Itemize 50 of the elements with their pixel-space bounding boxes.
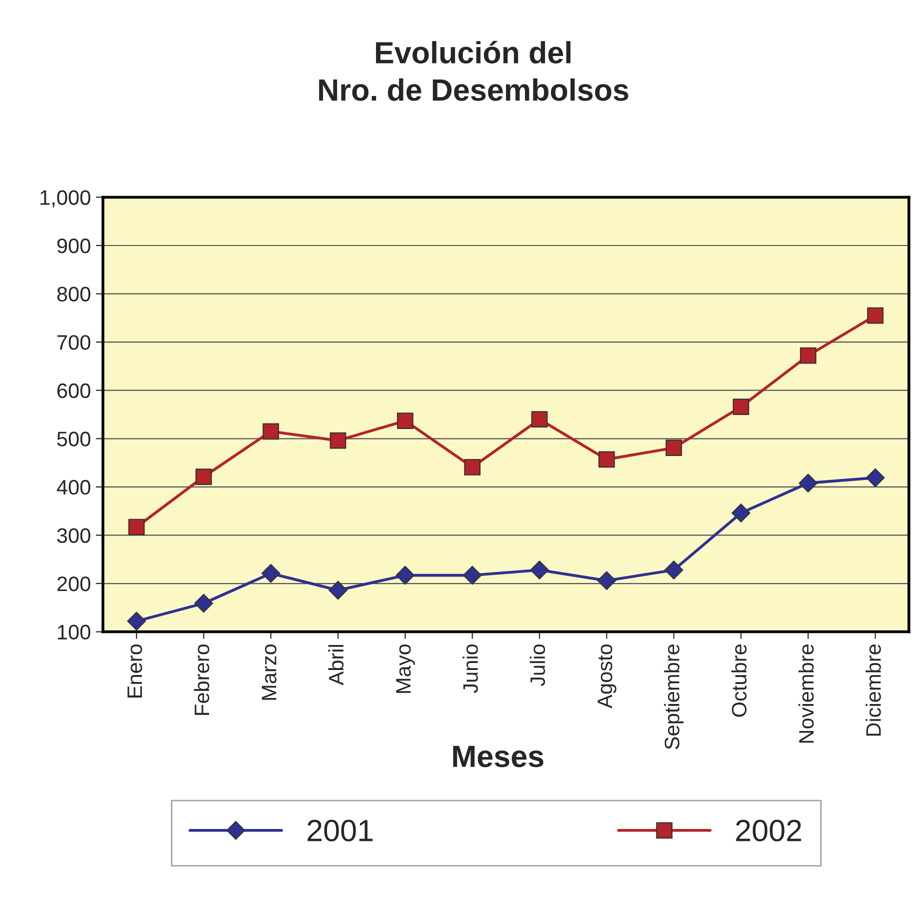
y-tick-label: 700: [57, 335, 90, 350]
y-tick-label: 600: [57, 383, 90, 398]
point: [597, 571, 616, 590]
point: [732, 398, 750, 415]
y-tick-label: 900: [57, 238, 90, 254]
point: [128, 518, 145, 536]
point: [262, 423, 280, 440]
x-tick-label: Noviembre: [798, 644, 814, 743]
chart-title: Evolución del Nro. de Desembolsos: [319, 40, 628, 101]
y-tick-label: 1,000: [40, 190, 90, 208]
x-tick-label: Octubre: [731, 644, 747, 717]
y-tick-label: 100: [58, 624, 90, 640]
point: [732, 504, 750, 522]
y-tick-label: 800: [57, 286, 90, 302]
point: [127, 612, 146, 631]
x-tick-label: Diciembre: [866, 644, 881, 736]
y-tick-label: 200: [57, 576, 90, 592]
point: [464, 458, 481, 476]
point: [396, 566, 415, 585]
x-tick-label: Julio: [530, 644, 546, 686]
legend-label: 2001: [308, 820, 373, 842]
point: [330, 432, 346, 449]
y-tick-label: 300: [57, 528, 90, 543]
x-tick-label: Abril: [328, 644, 344, 686]
legend-label: 2002: [736, 820, 802, 842]
x-tick-label: Marzo: [262, 644, 276, 700]
x-tick-label: Agosto: [598, 644, 616, 708]
x-tick-label: Septiembre: [664, 644, 684, 750]
point: [867, 307, 884, 324]
x-tick-label: Enero: [128, 644, 142, 698]
point: [666, 440, 682, 456]
point: [530, 560, 549, 580]
point: [866, 468, 885, 488]
x-tick-label: Junio: [462, 644, 478, 694]
point: [531, 411, 548, 428]
x-axis-title: Meses: [453, 746, 544, 768]
x-tick-label: Febrero: [194, 644, 210, 715]
point: [261, 564, 280, 583]
point: [800, 347, 816, 364]
point: [798, 474, 818, 492]
point: [396, 412, 414, 429]
point: [462, 566, 482, 585]
y-tick-label: 400: [56, 480, 90, 495]
point: [664, 560, 684, 580]
y-tick-label: 500: [57, 432, 90, 446]
point: [194, 594, 214, 613]
point: [328, 580, 348, 600]
point: [598, 451, 615, 468]
point: [195, 468, 212, 485]
x-tick-label: Mayo: [396, 644, 415, 693]
